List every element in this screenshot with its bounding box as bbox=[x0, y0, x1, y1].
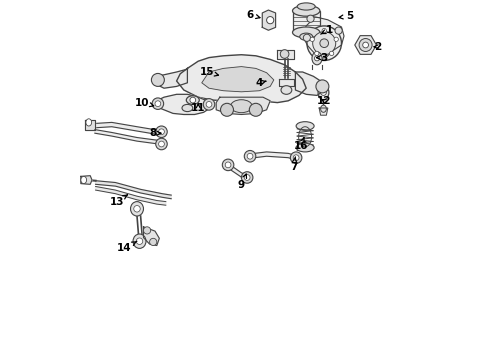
Ellipse shape bbox=[245, 150, 256, 162]
Ellipse shape bbox=[297, 3, 315, 10]
Polygon shape bbox=[319, 108, 328, 115]
Polygon shape bbox=[81, 176, 92, 184]
Ellipse shape bbox=[182, 104, 193, 112]
Text: 3: 3 bbox=[317, 53, 328, 63]
Text: 7: 7 bbox=[290, 157, 297, 172]
Text: 9: 9 bbox=[238, 174, 246, 190]
Ellipse shape bbox=[320, 39, 328, 48]
Ellipse shape bbox=[320, 90, 326, 95]
Ellipse shape bbox=[310, 37, 315, 41]
Ellipse shape bbox=[267, 17, 274, 24]
Polygon shape bbox=[96, 186, 166, 205]
Ellipse shape bbox=[335, 27, 342, 34]
Ellipse shape bbox=[329, 51, 334, 55]
Polygon shape bbox=[279, 79, 294, 86]
Polygon shape bbox=[155, 69, 187, 88]
Ellipse shape bbox=[144, 227, 151, 234]
Polygon shape bbox=[277, 50, 294, 59]
Text: 1: 1 bbox=[321, 24, 333, 35]
Text: 4: 4 bbox=[256, 78, 266, 88]
Polygon shape bbox=[85, 120, 95, 130]
Polygon shape bbox=[155, 94, 211, 114]
Ellipse shape bbox=[203, 99, 215, 110]
Ellipse shape bbox=[247, 153, 253, 159]
Ellipse shape bbox=[242, 172, 253, 183]
Polygon shape bbox=[295, 72, 324, 95]
Ellipse shape bbox=[231, 100, 252, 113]
Ellipse shape bbox=[300, 33, 313, 40]
Ellipse shape bbox=[225, 162, 231, 168]
Polygon shape bbox=[355, 36, 376, 54]
Ellipse shape bbox=[296, 122, 314, 130]
Text: 16: 16 bbox=[294, 138, 308, 151]
Ellipse shape bbox=[318, 85, 329, 100]
Ellipse shape bbox=[296, 143, 314, 152]
Polygon shape bbox=[262, 10, 275, 30]
Ellipse shape bbox=[293, 27, 320, 38]
Ellipse shape bbox=[245, 175, 250, 180]
Ellipse shape bbox=[159, 141, 164, 147]
Polygon shape bbox=[96, 181, 171, 199]
Ellipse shape bbox=[363, 42, 368, 48]
Polygon shape bbox=[95, 122, 162, 138]
Ellipse shape bbox=[81, 176, 87, 184]
Ellipse shape bbox=[152, 98, 164, 109]
Polygon shape bbox=[216, 97, 270, 114]
Ellipse shape bbox=[320, 105, 326, 112]
Ellipse shape bbox=[334, 37, 338, 41]
Text: 6: 6 bbox=[247, 10, 260, 20]
Ellipse shape bbox=[156, 138, 167, 150]
Ellipse shape bbox=[293, 155, 299, 161]
Text: 14: 14 bbox=[117, 241, 137, 253]
Ellipse shape bbox=[190, 97, 196, 103]
Ellipse shape bbox=[316, 80, 329, 93]
Text: 13: 13 bbox=[110, 195, 127, 207]
Ellipse shape bbox=[303, 34, 311, 41]
Ellipse shape bbox=[315, 56, 319, 61]
Ellipse shape bbox=[130, 202, 144, 216]
Polygon shape bbox=[95, 130, 162, 146]
Text: 8: 8 bbox=[149, 128, 161, 138]
Text: 5: 5 bbox=[339, 11, 353, 21]
Ellipse shape bbox=[281, 86, 292, 94]
Ellipse shape bbox=[136, 238, 143, 244]
Ellipse shape bbox=[293, 5, 320, 16]
Ellipse shape bbox=[86, 119, 92, 126]
Polygon shape bbox=[303, 16, 344, 58]
Ellipse shape bbox=[315, 51, 319, 55]
Ellipse shape bbox=[249, 103, 262, 116]
Ellipse shape bbox=[220, 103, 233, 116]
Ellipse shape bbox=[280, 50, 289, 58]
Ellipse shape bbox=[359, 39, 372, 51]
Ellipse shape bbox=[312, 52, 322, 65]
Ellipse shape bbox=[322, 28, 326, 33]
Ellipse shape bbox=[222, 159, 234, 171]
Ellipse shape bbox=[307, 26, 342, 60]
Ellipse shape bbox=[313, 32, 336, 55]
Ellipse shape bbox=[159, 129, 164, 135]
Ellipse shape bbox=[206, 102, 212, 107]
Text: 11: 11 bbox=[191, 103, 205, 113]
Ellipse shape bbox=[156, 126, 167, 138]
Bar bbox=[293, 11, 320, 32]
Polygon shape bbox=[176, 55, 306, 103]
Ellipse shape bbox=[149, 238, 157, 246]
Polygon shape bbox=[248, 152, 297, 160]
Polygon shape bbox=[202, 67, 274, 92]
Ellipse shape bbox=[155, 101, 161, 107]
Text: 12: 12 bbox=[317, 96, 331, 106]
Ellipse shape bbox=[291, 152, 302, 163]
Text: 10: 10 bbox=[135, 98, 154, 108]
Ellipse shape bbox=[307, 15, 314, 22]
Ellipse shape bbox=[186, 96, 199, 104]
Text: 2: 2 bbox=[374, 42, 382, 52]
Ellipse shape bbox=[133, 234, 146, 248]
Ellipse shape bbox=[134, 206, 140, 212]
Ellipse shape bbox=[151, 73, 164, 86]
Polygon shape bbox=[227, 163, 248, 180]
Text: 15: 15 bbox=[200, 67, 219, 77]
Polygon shape bbox=[144, 227, 159, 246]
